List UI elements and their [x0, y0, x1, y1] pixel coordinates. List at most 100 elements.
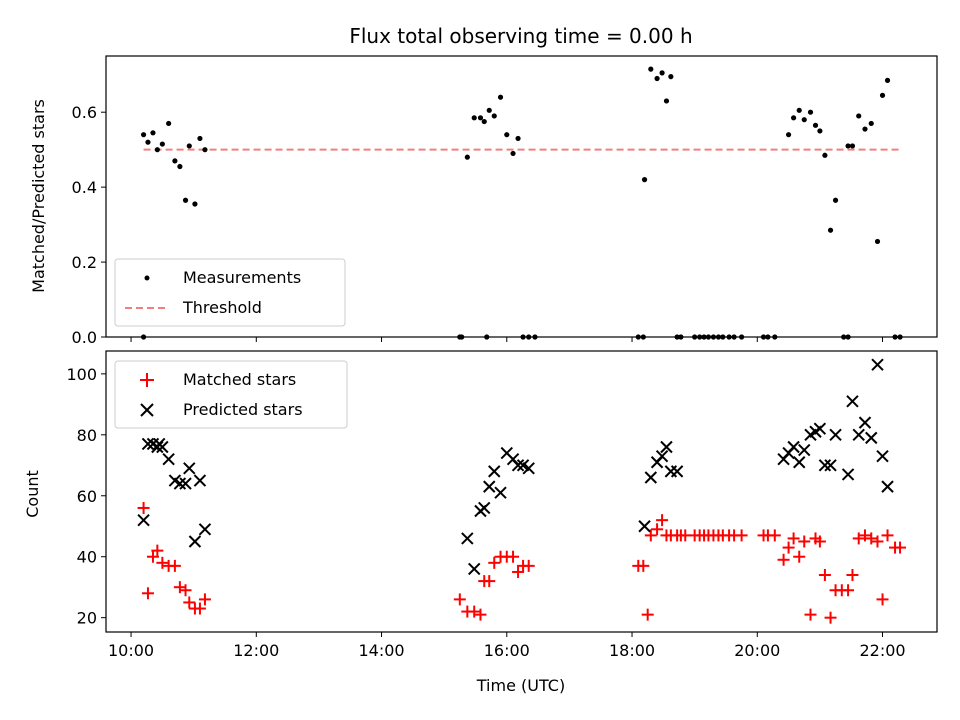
measurement-point — [172, 158, 178, 164]
matched-stars-point — [787, 532, 800, 545]
matched-stars-point — [852, 532, 865, 545]
top-legend-box — [114, 258, 346, 327]
bottom-plot-frame — [105, 350, 938, 633]
predicted-stars-point — [655, 449, 669, 463]
predicted-stars-point — [841, 468, 855, 481]
x-tick-label: 22:00 — [859, 641, 905, 660]
matched-stars-point — [798, 535, 811, 548]
measurement-point — [668, 74, 674, 80]
measurement-point — [790, 115, 797, 121]
matched-stars-point — [846, 569, 859, 582]
legend-predicted-label: Predicted stars — [183, 400, 303, 419]
x-tick-label: 16:00 — [484, 641, 530, 660]
chart-title: Flux total observing time = 0.00 h — [349, 24, 692, 48]
matched-stars-point — [894, 541, 907, 554]
matched-stars-point — [813, 535, 826, 548]
bottom-legend-box — [114, 360, 348, 429]
measurement-point — [817, 128, 823, 134]
bottom-y-axis-label: Count — [23, 470, 42, 518]
matched-stars-point — [483, 575, 496, 588]
matched-stars-point — [804, 608, 817, 621]
legend-predicted-marker — [140, 403, 154, 417]
measurement-point — [659, 70, 665, 76]
measurement-point — [868, 120, 874, 127]
bottom-y-tick-label: 100 — [66, 365, 97, 384]
predicted-stars-point — [162, 452, 175, 466]
measurement-point — [822, 152, 828, 158]
predicted-stars-point — [858, 416, 872, 429]
matched-stars-point — [522, 559, 535, 572]
matched-stars-point — [842, 584, 855, 597]
matched-stars-point — [656, 514, 669, 527]
predicted-stars-point — [829, 428, 842, 442]
measurement-point — [145, 139, 151, 145]
matched-stars-point — [777, 553, 790, 566]
measurement-point — [663, 98, 670, 104]
measurement-point — [785, 132, 792, 138]
bottom-y-tick-label: 40 — [77, 548, 97, 567]
matched-stars-point — [824, 611, 837, 624]
predicted-stars-point — [813, 422, 827, 435]
predicted-stars-point — [846, 395, 859, 408]
measurement-point — [464, 154, 470, 160]
measurement-point — [884, 77, 891, 83]
matched-stars-point — [871, 535, 884, 548]
x-tick-label: 18:00 — [609, 641, 655, 660]
predicted-stars-point — [183, 462, 196, 475]
bottom-y-tick-label: 20 — [77, 609, 97, 628]
predicted-stars-point — [522, 462, 535, 475]
measurement-point — [182, 197, 189, 203]
predicted-stars-point — [198, 523, 212, 536]
matched-stars-point — [468, 605, 481, 618]
predicted-stars-point — [494, 486, 507, 499]
top-y-tick-label: 0.6 — [72, 103, 97, 122]
matched-stars-point — [179, 584, 192, 597]
measurement-point — [471, 115, 477, 121]
matched-stars-point — [782, 541, 795, 554]
predicted-stars-point — [881, 480, 894, 493]
predicted-stars-point — [824, 459, 837, 472]
predicted-stars-point — [141, 437, 155, 451]
matched-stars-point — [512, 565, 525, 578]
predicted-stars-point — [193, 474, 207, 487]
matched-stars-point — [793, 550, 806, 563]
matched-stars-point — [818, 569, 831, 582]
matched-stars-point — [881, 529, 894, 542]
measurement-point — [807, 109, 814, 115]
measurement-point — [862, 126, 868, 132]
measurement-point — [801, 117, 807, 123]
legend-threshold-label: Threshold — [182, 298, 262, 317]
matched-stars-point — [488, 556, 501, 569]
measurement-point — [832, 197, 839, 203]
bottom-x-axis: 10:00 12:00 14:00 16:00 18:00 20:00 22:00 — [108, 632, 906, 660]
measurement-point — [154, 147, 160, 153]
matched-stars-point — [876, 593, 889, 606]
matched-stars-point — [865, 532, 878, 545]
top-plot-panel: 0.0 0.2 0.4 0.6 Matched/Predicted stars Mea… — [29, 55, 938, 347]
predicted-stars-point — [852, 428, 865, 442]
x-tick-label: 20:00 — [734, 641, 780, 660]
measurement-point — [150, 130, 156, 136]
matched-stars-point — [146, 550, 159, 563]
predicted-stars-point — [793, 456, 806, 469]
predicted-stars-point — [461, 532, 474, 545]
top-y-tick-label: 0.2 — [72, 253, 97, 272]
measurement-point — [140, 132, 147, 138]
measurement-point — [515, 135, 521, 142]
top-y-axis: 0.0 0.2 0.4 0.6 — [72, 103, 106, 347]
matched-stars-point — [768, 529, 781, 542]
matched-stars-point — [474, 608, 487, 621]
measurement-point — [827, 227, 834, 233]
matched-stars-point — [141, 587, 154, 600]
measurement-point — [845, 143, 851, 149]
predicted-stars-point — [644, 471, 658, 484]
top-y-tick-label: 0.0 — [72, 328, 97, 347]
x-axis-label: Time (UTC) — [476, 676, 565, 695]
predicted-stars-point — [798, 443, 811, 457]
measurement-point — [177, 163, 183, 170]
predicted-stars-point — [478, 501, 491, 515]
matched-stars-point — [198, 593, 211, 606]
predicted-stars-point — [153, 437, 166, 451]
predicted-stars-point — [488, 465, 501, 478]
